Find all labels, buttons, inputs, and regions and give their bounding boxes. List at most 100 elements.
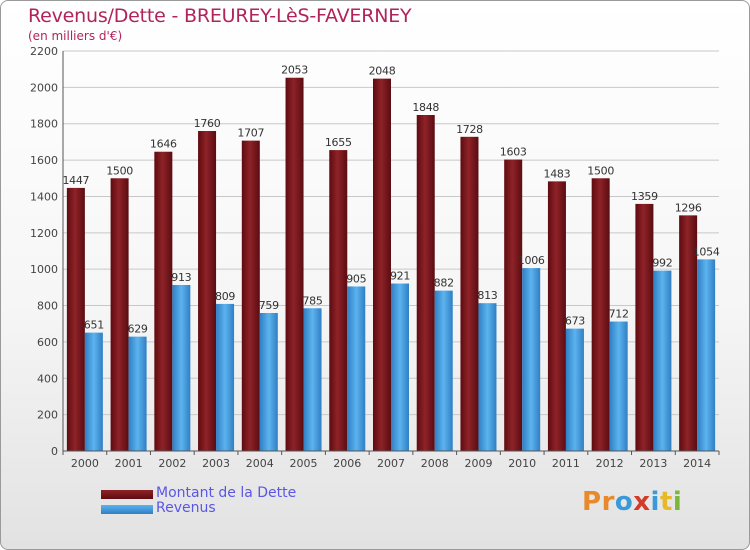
bar-dette — [591, 178, 610, 452]
x-tick-label: 2012 — [596, 457, 624, 470]
x-tick-label: 2001 — [115, 457, 143, 470]
data-label-dette: 1500 — [106, 164, 133, 177]
data-label-revenus: 673 — [565, 315, 585, 328]
bar-dette — [66, 187, 85, 451]
data-label-dette: 1760 — [194, 117, 221, 130]
x-tick-label: 2008 — [421, 457, 449, 470]
logo-letter: x — [633, 487, 651, 517]
x-tick-label: 2006 — [333, 457, 361, 470]
bar-revenus — [128, 336, 147, 451]
bar-dette — [504, 159, 523, 451]
y-tick-label: 1400 — [30, 190, 58, 203]
data-label-revenus: 813 — [477, 289, 497, 302]
bar-dette — [198, 131, 217, 451]
bar-revenus — [653, 270, 672, 451]
data-label-dette: 1848 — [412, 101, 439, 114]
y-tick-label: 1200 — [30, 227, 58, 240]
y-tick-label: 400 — [37, 372, 58, 385]
y-tick-label: 2000 — [30, 81, 58, 94]
bar-revenus — [303, 308, 322, 451]
logo-letter: o — [614, 487, 634, 517]
x-tick-label: 2003 — [202, 457, 230, 470]
chart-title: Revenus/Dette - BREUREY-LèS-FAVERNEY — [28, 5, 412, 27]
bar-revenus — [434, 290, 453, 451]
data-label-dette: 1655 — [325, 136, 352, 149]
x-tick-label: 2004 — [246, 457, 274, 470]
data-label-dette: 1447 — [62, 174, 89, 187]
data-label-dette: 1707 — [237, 127, 264, 140]
data-label-revenus: 921 — [390, 270, 410, 283]
y-tick-label: 1800 — [30, 118, 58, 131]
x-tick-label: 2005 — [290, 457, 318, 470]
x-tick-label: 2013 — [639, 457, 667, 470]
data-label-revenus: 759 — [259, 299, 279, 312]
legend-swatch-revenus — [101, 505, 153, 514]
bar-dette — [285, 77, 304, 452]
data-label-revenus: 785 — [302, 294, 322, 307]
data-label-revenus: 992 — [652, 257, 672, 270]
x-tick-label: 2000 — [71, 457, 99, 470]
bar-dette — [154, 151, 173, 451]
y-tick-label: 600 — [37, 336, 58, 349]
chart-subtitle: (en milliers d'€) — [28, 29, 123, 43]
x-tick-label: 2014 — [683, 457, 711, 470]
logo-letter: t — [659, 487, 673, 517]
bar-revenus — [478, 303, 497, 451]
data-label-revenus: 1054 — [693, 245, 720, 258]
x-tick-label: 2011 — [552, 457, 580, 470]
axes: 0 200 400 600 800 1000 1200 1400 1600 1800 2000 220… — [30, 45, 720, 470]
data-label-revenus: 629 — [128, 323, 148, 336]
data-label-revenus: 913 — [171, 271, 191, 284]
bar-revenus — [697, 259, 716, 451]
data-label-revenus: 882 — [434, 277, 454, 290]
x-tick-label: 2007 — [377, 457, 405, 470]
bar-dette — [679, 215, 698, 451]
y-tick-label: 1600 — [30, 154, 58, 167]
data-label-dette: 1500 — [587, 164, 614, 177]
data-label-dette: 1296 — [675, 201, 702, 214]
data-label-dette: 1483 — [544, 167, 571, 180]
bars: 1447 651 1500 629 1646 913 1760 809 1707 759 2053 7… — [62, 64, 720, 452]
bar-dette — [241, 140, 260, 452]
bar-revenus — [347, 286, 366, 451]
bar-dette — [329, 150, 348, 451]
y-tick-label: 2200 — [30, 45, 58, 58]
bar-revenus — [259, 313, 278, 451]
x-tick-label: 2002 — [158, 457, 186, 470]
bar-dette — [635, 203, 654, 451]
data-label-dette: 1603 — [500, 146, 527, 159]
data-label-dette: 2053 — [281, 64, 308, 77]
bar-dette — [460, 136, 479, 451]
data-label-dette: 1728 — [456, 123, 483, 136]
data-label-dette: 2048 — [369, 65, 396, 78]
bar-revenus — [391, 283, 409, 451]
bar-revenus — [565, 328, 584, 451]
data-label-revenus: 905 — [346, 272, 366, 285]
data-label-revenus: 651 — [84, 319, 104, 332]
logo-letter: r — [601, 487, 615, 517]
y-tick-label: 0 — [51, 445, 58, 458]
y-tick-label: 200 — [37, 409, 58, 422]
data-label-revenus: 1006 — [518, 254, 545, 267]
bar-revenus — [172, 285, 191, 451]
legend-swatch-dette — [101, 490, 153, 499]
legend-label-dette: Montant de la Dette — [156, 485, 297, 501]
data-label-dette: 1646 — [150, 138, 177, 151]
bar-dette — [373, 78, 391, 452]
proxiti-logo: Proxiti — [582, 487, 682, 517]
logo-letter: i — [650, 487, 660, 517]
x-tick-label: 2010 — [508, 457, 536, 470]
x-tick-label: 2009 — [464, 457, 492, 470]
bar-dette — [416, 115, 435, 451]
bar-revenus — [216, 303, 235, 451]
bar-revenus — [609, 321, 628, 451]
bar-revenus — [84, 332, 103, 451]
data-label-revenus: 712 — [609, 308, 629, 321]
bar-revenus — [522, 268, 541, 451]
logo-letter: P — [582, 487, 602, 517]
legend-label-revenus: Revenus — [156, 500, 216, 516]
data-label-revenus: 809 — [215, 290, 235, 303]
bar-dette — [547, 181, 566, 451]
